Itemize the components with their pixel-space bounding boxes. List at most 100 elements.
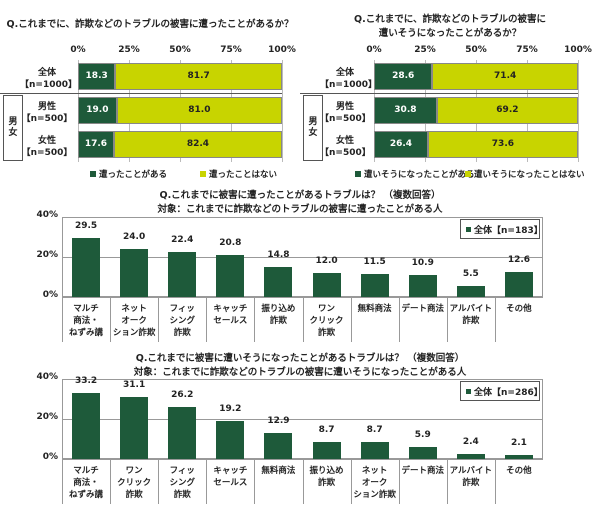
bar-value-label: 26.4	[389, 139, 413, 149]
legend-label: 全体【n=183】	[474, 226, 543, 236]
category-divider	[62, 459, 63, 504]
category-n: 【n=500】	[21, 114, 73, 124]
bar-value-label: 8.7	[318, 424, 335, 435]
bar-value-label: 33.2	[74, 375, 98, 386]
category-label: ワン クリック 詐欺	[309, 304, 344, 338]
chart-subtitle: 対象：これまでに詐欺などのトラブルの被害に遭ったことがある人	[157, 204, 443, 215]
gridline	[62, 257, 543, 258]
category-label: 無料商法	[261, 466, 296, 476]
bar	[120, 396, 149, 459]
category-n: 【n=500】	[320, 114, 371, 124]
bar-value-label: 71.4	[494, 71, 517, 81]
bar-value-label: 29.5	[74, 221, 98, 231]
category-label: ワン クリック 詐欺	[117, 466, 152, 500]
bar	[216, 255, 245, 297]
x-tick-label: 50%	[465, 45, 487, 55]
category-divider	[302, 297, 304, 342]
category-n: 【n=500】	[21, 148, 73, 158]
bar	[72, 238, 101, 297]
category-divider	[494, 297, 496, 342]
bar-value-label: 14.8	[267, 250, 290, 261]
chart-title: Q.これまでに被害に遭ったことがあるトラブルは？ （複数回答）	[159, 190, 441, 201]
bar	[360, 274, 389, 297]
bar-value-label: 31.1	[123, 379, 146, 390]
bar-segment	[436, 97, 578, 124]
legend-swatch	[200, 171, 206, 177]
x-tick-label: 0%	[366, 45, 382, 55]
bar-segment	[432, 63, 578, 90]
bar-segment	[116, 97, 282, 124]
x-tick-label: 75%	[220, 45, 242, 55]
bar-value-label: 12.6	[507, 254, 531, 265]
bar-value-label: 28.6	[392, 71, 415, 81]
bar-value-label: 12.0	[315, 256, 338, 266]
bar-segment	[115, 63, 282, 90]
x-tick-label: 100%	[564, 45, 592, 55]
legend-label: 遭ったことはない	[209, 170, 278, 180]
category-name: 女性	[335, 136, 354, 146]
x-tick-label: 25%	[118, 45, 140, 55]
x-tick-label: 25%	[414, 45, 436, 55]
category-label: その他	[506, 466, 532, 476]
category-name: 全体	[37, 68, 56, 78]
category-divider	[446, 297, 448, 342]
bar	[504, 271, 533, 297]
group-label: 男女	[8, 117, 18, 138]
bar-value-label: 5.9	[414, 430, 431, 441]
y-tick-label: 20%	[36, 250, 58, 260]
bar-value-label: 81.0	[188, 105, 211, 115]
chart-title: Q.これまでに、詐欺などのトラブルの被害に	[354, 14, 546, 25]
bar-segment	[374, 131, 428, 158]
category-divider	[350, 459, 352, 504]
bar-value-label: 20.8	[219, 238, 242, 249]
category-divider	[62, 297, 63, 342]
category-name: 男性	[37, 102, 56, 112]
bar	[264, 433, 293, 459]
bar-value-label: 69.2	[496, 105, 519, 115]
category-n: 【n=1000】	[20, 80, 77, 90]
category-name: 全体	[335, 68, 354, 78]
legend-label: 遭ったことがある	[99, 170, 168, 180]
category-label: ネット オーク ション詐欺	[353, 466, 396, 500]
bar	[264, 267, 293, 297]
y-tick-label: 20%	[36, 412, 58, 422]
category-n: 【n=500】	[320, 148, 371, 158]
group-label: 男女	[308, 117, 318, 138]
bar-segment	[78, 63, 116, 90]
category-n: 【n=1000】	[320, 80, 377, 90]
bar-value-label: 19.2	[219, 403, 242, 414]
bar-segment	[78, 97, 117, 124]
bar-value-label: 10.9	[411, 258, 434, 269]
category-divider	[158, 459, 160, 504]
bar	[312, 441, 341, 459]
category-label: 振り込め 詐欺	[309, 466, 344, 488]
separator-line	[300, 93, 578, 94]
category-label: マルチ 商法・ ねずみ講	[69, 466, 104, 500]
bar-segment	[374, 63, 433, 90]
category-label: キャッチ セールス	[213, 304, 248, 326]
gridline	[62, 217, 543, 218]
bar	[408, 447, 437, 459]
bar-value-label: 17.6	[84, 139, 108, 149]
bar-value-label: 12.9	[267, 416, 290, 427]
category-label: デート商法	[401, 466, 444, 476]
category-divider	[254, 459, 256, 504]
bar-value-label: 73.6	[491, 139, 515, 149]
bar-value-label: 8.7	[366, 424, 383, 435]
category-divider	[350, 297, 352, 342]
legend-label: 全体【n=286】	[474, 388, 543, 398]
separator-line	[0, 93, 282, 94]
category-divider	[446, 459, 448, 504]
x-tick-label: 50%	[169, 45, 191, 55]
bar-value-label: 81.7	[187, 71, 210, 81]
gridline	[62, 379, 543, 380]
category-label: 振り込め 詐欺	[261, 304, 296, 326]
legend-label: 遭いそうになったことはない	[474, 170, 585, 180]
bar-segment	[427, 131, 578, 158]
group-label-box	[303, 95, 323, 161]
chart-title: Q.これまでに被害に遭いそうになったことがあるトラブルは？ （複数回答）	[135, 353, 465, 364]
category-divider	[206, 297, 208, 342]
category-divider	[254, 297, 256, 342]
bar	[456, 286, 485, 297]
category-name: 男性	[335, 102, 354, 112]
